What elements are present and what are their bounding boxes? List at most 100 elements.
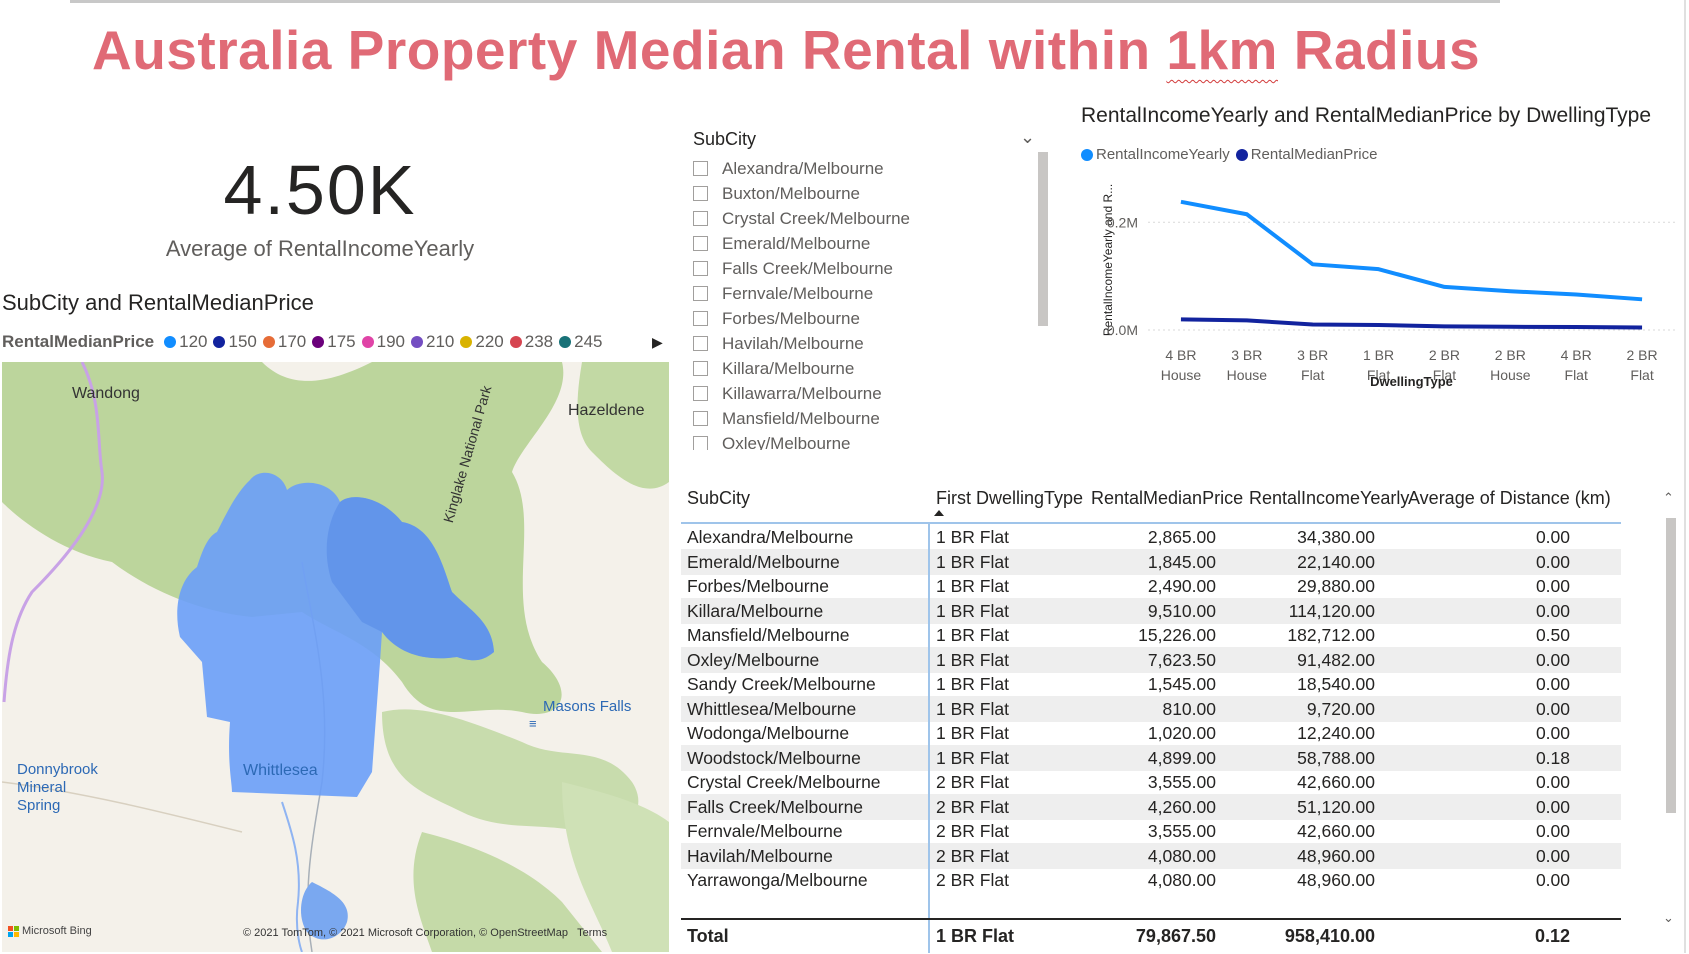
table-cell: 15,226.00: [1138, 625, 1216, 645]
map-label-hazeldene: Hazeldene: [568, 402, 645, 419]
checkbox-icon[interactable]: [693, 361, 708, 376]
table-cell: 4,899.00: [1147, 747, 1216, 768]
table-row[interactable]: Fernvale/Melbourne 2 BR Flat 3,555.00 42,66…: [681, 818, 1621, 844]
checkbox-icon[interactable]: [693, 436, 708, 450]
map-legend-item[interactable]: 210: [410, 332, 454, 352]
slicer-item[interactable]: Alexandra/Melbourne: [693, 156, 1038, 181]
map-legend-item[interactable]: 245: [559, 332, 602, 352]
map-legend-item[interactable]: 238: [509, 332, 553, 352]
x-tick-label: 4 BR: [1561, 347, 1592, 363]
caret-right-icon[interactable]: ▶: [652, 334, 663, 350]
checkbox-icon[interactable]: [693, 236, 708, 251]
table-row[interactable]: Havilah/Melbourne 2 BR Flat 4,080.00 48,960…: [681, 842, 1621, 869]
checkbox-icon[interactable]: [693, 286, 708, 301]
table-cell: Alexandra/Melbourne: [687, 527, 854, 547]
table-cell: 0.00: [1535, 772, 1570, 792]
checkbox-icon[interactable]: [693, 311, 708, 326]
table-row[interactable]: Yarrawonga/Melbourne 2 BR Flat 4,080.00 48,…: [681, 867, 1621, 893]
checkbox-icon[interactable]: [693, 411, 708, 426]
slicer-item-label: Havilah/Melbourne: [722, 333, 864, 353]
slicer-item[interactable]: Mansfield/Melbourne: [693, 406, 1038, 431]
map-label-masons-falls: Masons Falls: [543, 698, 632, 715]
slicer-item[interactable]: Forbes/Melbourne: [693, 306, 1038, 331]
map-label-wandong: Wandong: [72, 385, 140, 402]
slicer-item-label: Emerald/Melbourne: [722, 233, 871, 253]
terms-link[interactable]: Terms: [577, 927, 608, 939]
table-row[interactable]: Crystal Creek/Melbourne 2 BR Flat 3,555.00…: [681, 769, 1621, 795]
chart-legend-item[interactable]: RentalMedianPrice: [1235, 146, 1377, 163]
table-row[interactable]: Falls Creek/Melbourne 2 BR Flat 4,260.00 51…: [681, 793, 1621, 820]
table-row[interactable]: Oxley/Melbourne 1 BR Flat 7,623.50 91,482.0…: [681, 646, 1621, 673]
series-line-RentalIncomeYearly[interactable]: [1180, 199, 1643, 302]
col-header-dwellingtype[interactable]: First DwellingType: [936, 488, 1084, 508]
table-row[interactable]: Forbes/Melbourne 1 BR Flat 2,490.00 29,880.…: [681, 573, 1621, 599]
slicer-item[interactable]: Killawarra/Melbourne: [693, 381, 1038, 406]
checkbox-icon[interactable]: [693, 161, 708, 176]
slicer-item-label: Oxley/Melbourne: [722, 433, 851, 451]
table-cell: Killara/Melbourne: [687, 600, 824, 621]
map-legend-item[interactable]: 120: [164, 332, 207, 352]
table-cell: 0.00: [1535, 821, 1570, 841]
table-row[interactable]: Alexandra/Melbourne 1 BR Flat 2,865.00 34,3…: [681, 524, 1621, 550]
data-table: SubCity First DwellingType RentalMedianP…: [681, 482, 1671, 953]
table-cell: 3,555.00: [1147, 821, 1216, 841]
sort-ascending-icon[interactable]: [934, 510, 944, 516]
slicer-item[interactable]: Oxley/Melbourne: [693, 431, 1038, 450]
osm-link[interactable]: © OpenStreetMap: [479, 927, 568, 939]
col-header-rentalmedianprice[interactable]: RentalMedianPrice: [1091, 488, 1244, 508]
map-title: SubCity and RentalMedianPrice: [2, 290, 314, 315]
col-header-distance[interactable]: Average of Distance (km): [1408, 488, 1611, 508]
map-legend-item[interactable]: 190: [361, 332, 405, 352]
table-cell: Falls Creek/Melbourne: [687, 796, 864, 817]
series-line-RentalMedianPrice[interactable]: [1180, 317, 1643, 330]
x-tick-label: 2 BR: [1495, 347, 1526, 363]
slicer-item[interactable]: Emerald/Melbourne: [693, 231, 1038, 256]
table-row[interactable]: Mansfield/Melbourne 1 BR Flat 15,226.00 182…: [681, 622, 1621, 648]
table-cell: 42,660.00: [1297, 772, 1375, 792]
map-legend-item[interactable]: 220: [460, 332, 504, 352]
col-header-subcity[interactable]: SubCity: [687, 488, 751, 508]
checkbox-icon[interactable]: [693, 261, 708, 276]
chart-legend-item[interactable]: RentalIncomeYearly: [1081, 146, 1230, 163]
legend-dot-icon: [361, 336, 374, 348]
checkbox-icon[interactable]: [693, 186, 708, 201]
legend-dot-icon: [460, 336, 473, 348]
table-row[interactable]: Sandy Creek/Melbourne 1 BR Flat 1,545.00 18…: [681, 671, 1621, 697]
slicer-item[interactable]: Havilah/Melbourne: [693, 331, 1038, 356]
y-tick-label: 0.2M: [1107, 214, 1138, 230]
table-row[interactable]: Woodstock/Melbourne 1 BR Flat 4,899.00 58,7…: [681, 744, 1621, 771]
table-scrollbar[interactable]: [1666, 518, 1676, 813]
checkbox-icon[interactable]: [693, 211, 708, 226]
microsoft-logo-icon: [8, 925, 19, 937]
table-row[interactable]: Emerald/Melbourne 1 BR Flat 1,845.00 22,140…: [681, 548, 1621, 575]
slicer-item[interactable]: Buxton/Melbourne: [693, 181, 1038, 206]
table-cell: 2,490.00: [1147, 576, 1216, 596]
scroll-down-icon[interactable]: ⌄: [1663, 910, 1674, 925]
map-canvas[interactable]: [2, 362, 669, 952]
map-legend-item[interactable]: 150: [213, 332, 257, 352]
table-cell: 0.00: [1535, 845, 1570, 866]
table-cell: 1 BR Flat: [936, 674, 1009, 694]
map-legend-item[interactable]: 170: [262, 332, 306, 352]
table-cell: 18,540.00: [1297, 674, 1375, 694]
checkbox-icon[interactable]: [693, 386, 708, 401]
table-row[interactable]: Killara/Melbourne 1 BR Flat 9,510.00 114,12…: [681, 597, 1621, 624]
slicer-item[interactable]: Falls Creek/Melbourne: [693, 256, 1038, 281]
chevron-down-icon[interactable]: ⌄: [1020, 127, 1036, 147]
slicer-scrollbar[interactable]: [1038, 152, 1048, 326]
table-row[interactable]: Wodonga/Melbourne 1 BR Flat 1,020.00 12,240…: [681, 720, 1621, 746]
table-row[interactable]: Whittlesea/Melbourne 1 BR Flat 810.00 9,720…: [681, 695, 1621, 722]
x-tick-label: Flat: [1301, 367, 1324, 383]
scroll-up-icon[interactable]: ⌃: [1663, 490, 1674, 505]
checkbox-icon[interactable]: [693, 336, 708, 351]
table-cell: 0.00: [1535, 649, 1570, 670]
slicer-item[interactable]: Crystal Creek/Melbourne: [693, 206, 1038, 231]
map-legend-item[interactable]: 175: [312, 332, 356, 352]
table-cell: 48,960.00: [1297, 845, 1375, 866]
table-cell: 114,120.00: [1288, 600, 1375, 621]
col-header-rentalincomeyearly[interactable]: RentalIncomeYearly: [1249, 488, 1410, 508]
slicer-item[interactable]: Killara/Melbourne: [693, 356, 1038, 381]
slicer-item-label: Killara/Melbourne: [722, 358, 855, 378]
slicer-item[interactable]: Fernvale/Melbourne: [693, 281, 1038, 306]
table-cell: Havilah/Melbourne: [687, 845, 833, 866]
